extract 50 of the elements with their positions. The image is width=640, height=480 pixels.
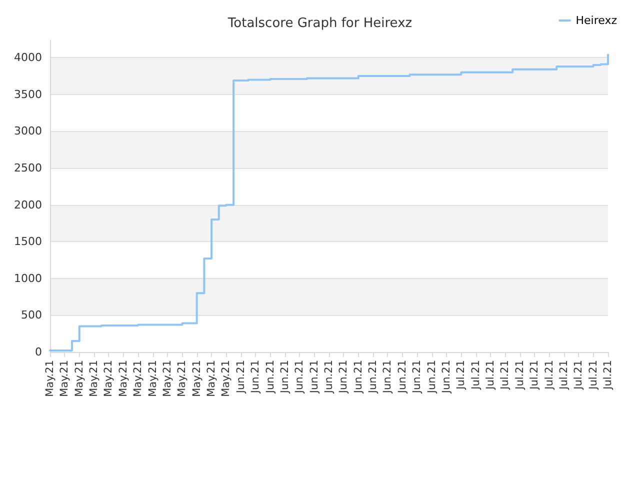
x-tick-label: Jun.21 <box>411 360 424 394</box>
x-tick-label: Jun.21 <box>250 360 262 394</box>
x-tick-label: May.21 <box>88 360 100 397</box>
x-tick-label: Jun.21 <box>323 360 335 394</box>
x-tick-label: May.21 <box>102 360 115 397</box>
y-tick-label: 1000 <box>14 272 42 285</box>
x-tick-label: Jul.21 <box>543 360 556 390</box>
x-tick-label: Jul.21 <box>455 360 468 390</box>
x-tick-label: Jul.21 <box>587 360 600 390</box>
x-tick-label: May.21 <box>44 360 56 397</box>
x-tick-label: Jul.21 <box>470 360 482 390</box>
x-tick-label: Jun.21 <box>278 360 291 394</box>
x-tick-label: May.21 <box>132 360 144 397</box>
x-tick-label: Jun.21 <box>426 360 438 394</box>
x-tick-label: Jun.21 <box>440 360 452 394</box>
x-tick-label: Jul.21 <box>572 360 585 390</box>
x-tick-label: May.21 <box>190 360 203 397</box>
x-tick-label: Jul.21 <box>499 360 512 390</box>
y-tick-label: 3000 <box>14 124 42 138</box>
x-tick-label: May.21 <box>176 360 188 397</box>
y-tick-label: 2000 <box>14 198 42 212</box>
legend-label: Heirexz <box>576 14 618 27</box>
x-tick-label: May.21 <box>58 360 71 397</box>
x-tick-label: May.21 <box>73 360 86 397</box>
x-tick-label: May.21 <box>206 360 218 397</box>
x-tick-label: May.21 <box>117 360 130 397</box>
chart-title: Totalscore Graph for Heirexz <box>226 16 412 31</box>
x-tick-label: Jun.21 <box>294 360 306 394</box>
x-tick-label: Jun.21 <box>367 360 380 394</box>
x-tick-label: Jul.21 <box>558 360 570 390</box>
y-tick-label: 500 <box>21 308 42 322</box>
x-tick-label: May.21 <box>146 360 159 397</box>
x-tick-label: Jun.21 <box>338 360 350 394</box>
x-tick-label: Jul.21 <box>602 360 614 390</box>
x-tick-label: Jun.21 <box>352 360 364 394</box>
y-tick-label: 4000 <box>14 51 42 64</box>
y-tick-label: 0 <box>35 346 42 358</box>
x-tick-label: Jun.21 <box>308 360 320 394</box>
x-tick-label: Jun.21 <box>234 360 247 394</box>
x-tick-label: Jul.21 <box>484 360 497 390</box>
x-tick-label: Jun.21 <box>396 360 408 394</box>
x-tick-label: Jun.21 <box>264 360 276 394</box>
x-tick-label: May.21 <box>161 360 174 397</box>
x-tick-label: Jul.21 <box>528 360 541 390</box>
x-tick-label: Jun.21 <box>382 360 394 394</box>
x-tick-label: Jul.21 <box>514 360 526 390</box>
x-tick-label: May.21 <box>220 360 232 397</box>
y-tick-label: 1500 <box>14 235 42 248</box>
y-tick-label: 2500 <box>14 162 42 175</box>
y-tick-label: 3500 <box>14 88 42 101</box>
